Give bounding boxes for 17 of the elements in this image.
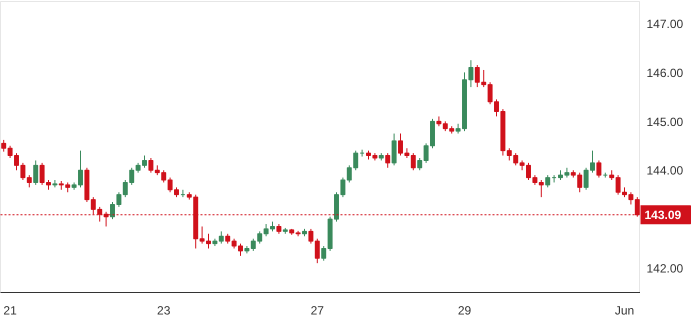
y-tick-label: 144.00: [646, 164, 684, 178]
y-tick-label: 142.00: [646, 262, 684, 276]
y-tick-label: 147.00: [646, 17, 684, 32]
y-tick-label: 145.00: [646, 114, 684, 129]
y-tick-label: 146.00: [646, 66, 684, 80]
candlestick: [596, 160, 602, 178]
candlestick: [33, 160, 38, 186]
candlestick: [545, 174, 550, 188]
x-tick-label: Jun: [614, 304, 634, 318]
candlestick: [392, 133, 397, 166]
candlestick: [276, 224, 282, 234]
x-tick-label: 29: [458, 304, 472, 318]
ref-line-label: 143.09: [644, 208, 682, 222]
x-tick-label: 21: [3, 304, 18, 318]
x-tick-label: 27: [310, 304, 324, 318]
candlestick: [385, 152, 390, 168]
x-tick-label: 23: [157, 304, 171, 318]
